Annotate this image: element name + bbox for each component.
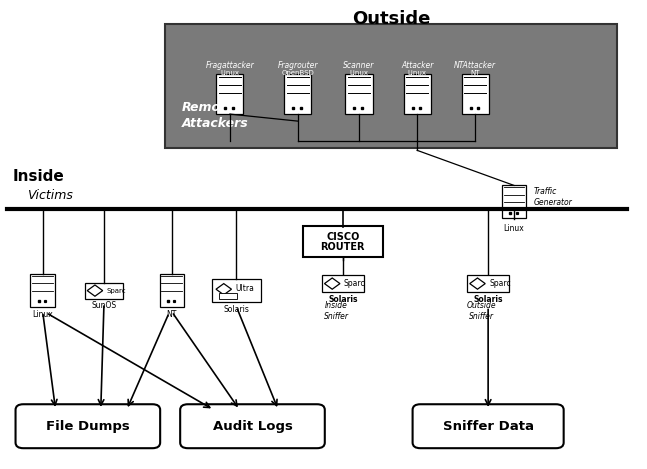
FancyBboxPatch shape	[216, 75, 243, 114]
Text: Inside
Sniffer: Inside Sniffer	[324, 302, 349, 321]
Text: Attacker: Attacker	[401, 61, 433, 70]
FancyBboxPatch shape	[85, 283, 124, 299]
Text: Fragrouter: Fragrouter	[278, 61, 318, 70]
Text: NTAttacker: NTAttacker	[454, 61, 496, 70]
Text: ROUTER: ROUTER	[321, 242, 365, 252]
Text: Linux: Linux	[32, 310, 53, 319]
FancyBboxPatch shape	[462, 75, 488, 114]
FancyBboxPatch shape	[345, 75, 373, 114]
Text: Sparc: Sparc	[489, 279, 510, 288]
Text: Solaris: Solaris	[328, 295, 358, 304]
FancyBboxPatch shape	[180, 404, 325, 448]
Text: Audit Logs: Audit Logs	[213, 420, 292, 433]
Text: Sniffer Data: Sniffer Data	[443, 420, 534, 433]
FancyBboxPatch shape	[284, 75, 311, 114]
Text: Fragattacker: Fragattacker	[206, 61, 254, 70]
FancyBboxPatch shape	[404, 75, 431, 114]
Text: Linux: Linux	[503, 224, 524, 233]
FancyBboxPatch shape	[413, 404, 564, 448]
FancyBboxPatch shape	[303, 226, 382, 257]
Text: NT: NT	[166, 310, 177, 319]
Text: CISCO: CISCO	[326, 232, 360, 242]
Text: Linux: Linux	[408, 69, 426, 76]
Text: Traffic
Generator: Traffic Generator	[533, 188, 572, 207]
Text: Linux: Linux	[221, 69, 239, 76]
Text: Victims: Victims	[27, 189, 72, 202]
Text: Sparc: Sparc	[344, 279, 366, 288]
Text: Outside
Sniffer: Outside Sniffer	[467, 302, 496, 321]
FancyBboxPatch shape	[30, 274, 55, 307]
Text: Outside: Outside	[352, 10, 430, 28]
FancyBboxPatch shape	[166, 24, 617, 148]
Text: NT: NT	[470, 69, 480, 76]
FancyBboxPatch shape	[219, 293, 237, 299]
Text: Remote
Attackers: Remote Attackers	[181, 101, 248, 130]
Polygon shape	[216, 284, 232, 295]
Text: Sparc: Sparc	[107, 287, 126, 294]
FancyBboxPatch shape	[467, 275, 509, 293]
Polygon shape	[87, 285, 103, 296]
FancyBboxPatch shape	[501, 185, 526, 218]
Text: Ultra: Ultra	[236, 284, 254, 293]
Polygon shape	[470, 278, 485, 289]
FancyBboxPatch shape	[322, 275, 364, 293]
Text: Inside: Inside	[12, 169, 64, 184]
Text: File Dumps: File Dumps	[46, 420, 130, 433]
Text: Solaris: Solaris	[474, 295, 503, 304]
FancyBboxPatch shape	[16, 404, 160, 448]
Polygon shape	[324, 278, 340, 289]
Text: SunOS: SunOS	[91, 302, 116, 310]
FancyBboxPatch shape	[212, 280, 261, 302]
FancyBboxPatch shape	[160, 274, 184, 307]
Text: OpenBSD: OpenBSD	[281, 69, 314, 76]
Text: Solaris: Solaris	[223, 305, 249, 314]
Text: Linux: Linux	[349, 69, 369, 76]
Text: Scanner: Scanner	[344, 61, 375, 70]
